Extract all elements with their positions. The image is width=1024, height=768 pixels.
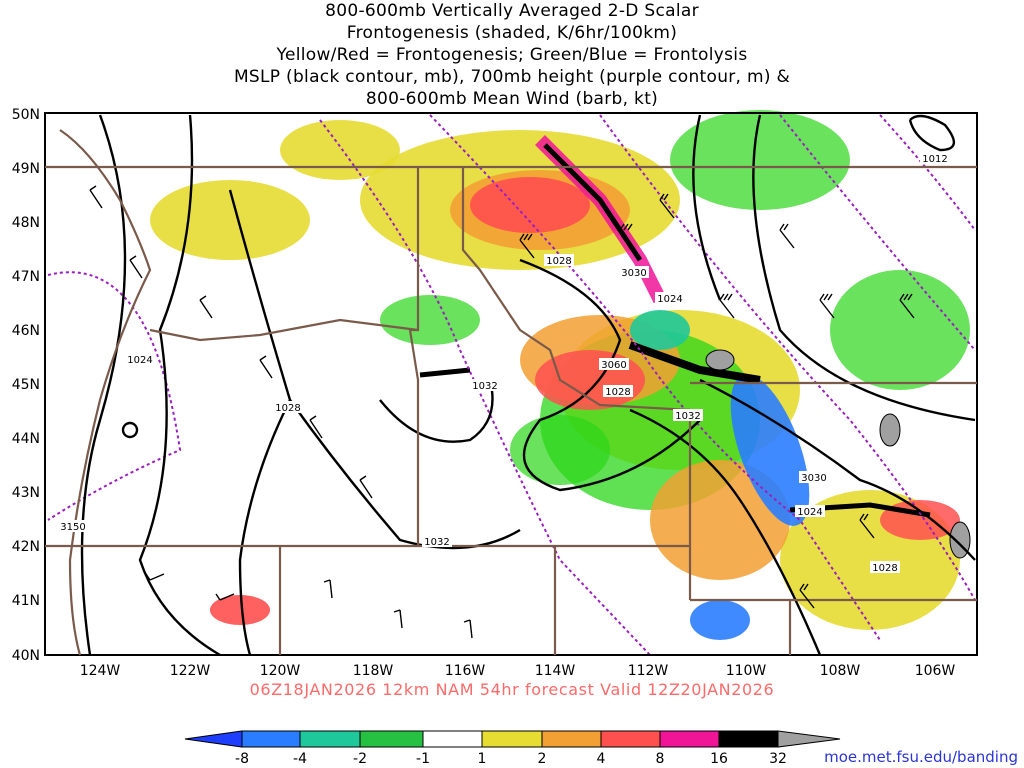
- mslp-label: 1012: [922, 154, 947, 165]
- state-borders: [45, 129, 977, 656]
- mslp-label: 1028: [275, 403, 300, 414]
- lat-label-40n: 40N: [12, 648, 40, 664]
- colorbar: -8 -4 -2 -1 1 2 4 8 16 32: [184, 730, 841, 767]
- lat-label-50n: 50N: [12, 107, 40, 123]
- height-label: 3150: [60, 522, 85, 533]
- lon-label-124w: 124W: [80, 663, 121, 679]
- title-line-3: Yellow/Red = Frontogenesis; Green/Blue =…: [276, 45, 748, 65]
- colorbar-neg2-neg1: [359, 730, 424, 748]
- colorbar-pos4-pos8: [600, 730, 661, 748]
- lat-label-42n: 42N: [12, 539, 40, 555]
- lon-label-112w: 112W: [628, 663, 669, 679]
- colorbar-label: 8: [656, 751, 665, 767]
- colorbar-label: -8: [235, 751, 249, 767]
- lat-label-41n: 41N: [12, 593, 40, 609]
- forecast-valid-text: 06Z18JAN2026 12km NAM 54hr forecast Vali…: [249, 680, 775, 699]
- lat-label-46n: 46N: [12, 323, 40, 339]
- title-line-1: 800-600mb Vertically Averaged 2-D Scalar: [325, 1, 699, 21]
- height-contours: [47, 114, 976, 656]
- colorbar-label: -2: [353, 751, 367, 767]
- colorbar-gt32: [777, 730, 841, 748]
- title-line-2: Frontogenesis (shaded, K/6hr/100km): [346, 23, 678, 43]
- colorbar-pos2-pos4: [541, 730, 602, 748]
- mslp-label: 1024: [797, 507, 822, 518]
- lat-label-47n: 47N: [12, 269, 40, 285]
- longitude-labels: 124W 122W 120W 118W 116W 114W 112W 110W …: [80, 663, 956, 679]
- lat-label-48n: 48N: [12, 215, 40, 231]
- title-line-5: 800-600mb Mean Wind (barb, kt): [365, 89, 659, 109]
- colorbar-neg1-pos1: [422, 730, 483, 748]
- lon-label-106w: 106W: [915, 663, 956, 679]
- mslp-label: 1028: [546, 256, 571, 267]
- mslp-label: 1024: [657, 294, 682, 305]
- mslp-contours: [80, 114, 976, 657]
- lon-label-120w: 120W: [260, 663, 301, 679]
- height-label: 3060: [601, 360, 626, 371]
- wind-barbs: [89, 185, 915, 639]
- colorbar-pos16-pos32: [718, 730, 779, 748]
- mslp-label: 1028: [872, 563, 897, 574]
- lon-label-110w: 110W: [726, 663, 767, 679]
- height-label: 3030: [801, 473, 826, 484]
- lon-label-114w: 114W: [535, 663, 576, 679]
- colorbar-label: 16: [710, 751, 728, 767]
- lon-label-108w: 108W: [820, 663, 861, 679]
- colorbar-label: 4: [597, 751, 606, 767]
- mslp-label: 1024: [127, 355, 152, 366]
- lon-label-116w: 116W: [445, 663, 486, 679]
- contour-labels: 1012 1024 1028 1028 1032 1032 1032 1024 …: [58, 152, 950, 574]
- map-title: 800-600mb Vertically Averaged 2-D Scalar…: [0, 0, 1024, 110]
- colorbar-label: 2: [538, 751, 547, 767]
- credit-url[interactable]: moe.met.fsu.edu/banding: [824, 748, 1018, 766]
- lon-label-118w: 118W: [353, 663, 394, 679]
- colorbar-label: 32: [769, 751, 787, 767]
- colorbar-neg4-neg2: [299, 730, 361, 748]
- lat-label-43n: 43N: [12, 485, 40, 501]
- colorbar-pos8-pos16: [659, 730, 720, 748]
- lat-label-49n: 49N: [12, 161, 40, 177]
- lon-label-122w: 122W: [170, 663, 211, 679]
- frontogenesis-map: 50N 49N 48N 47N 46N 45N 44N 43N 42N 41N …: [12, 107, 978, 679]
- colorbar-label: 1: [478, 751, 487, 767]
- colorbar-lt-neg8: [184, 730, 243, 748]
- lat-label-45n: 45N: [12, 377, 40, 393]
- mslp-label: 1032: [424, 537, 449, 548]
- colorbar-pos1-pos2: [481, 730, 543, 748]
- mslp-label: 1028: [605, 387, 630, 398]
- title-line-4: MSLP (black contour, mb), 700mb height (…: [233, 67, 791, 87]
- frontogenesis-shading: [150, 110, 971, 640]
- colorbar-neg8-neg4: [241, 730, 301, 748]
- colorbar-label: -4: [293, 751, 307, 767]
- mslp-label: 1032: [472, 381, 497, 392]
- colorbar-label: -1: [416, 751, 430, 767]
- mslp-label: 1032: [675, 411, 700, 422]
- height-label: 3030: [621, 268, 646, 279]
- latitude-labels: 50N 49N 48N 47N 46N 45N 44N 43N 42N 41N …: [12, 107, 40, 664]
- lat-label-44n: 44N: [12, 431, 40, 447]
